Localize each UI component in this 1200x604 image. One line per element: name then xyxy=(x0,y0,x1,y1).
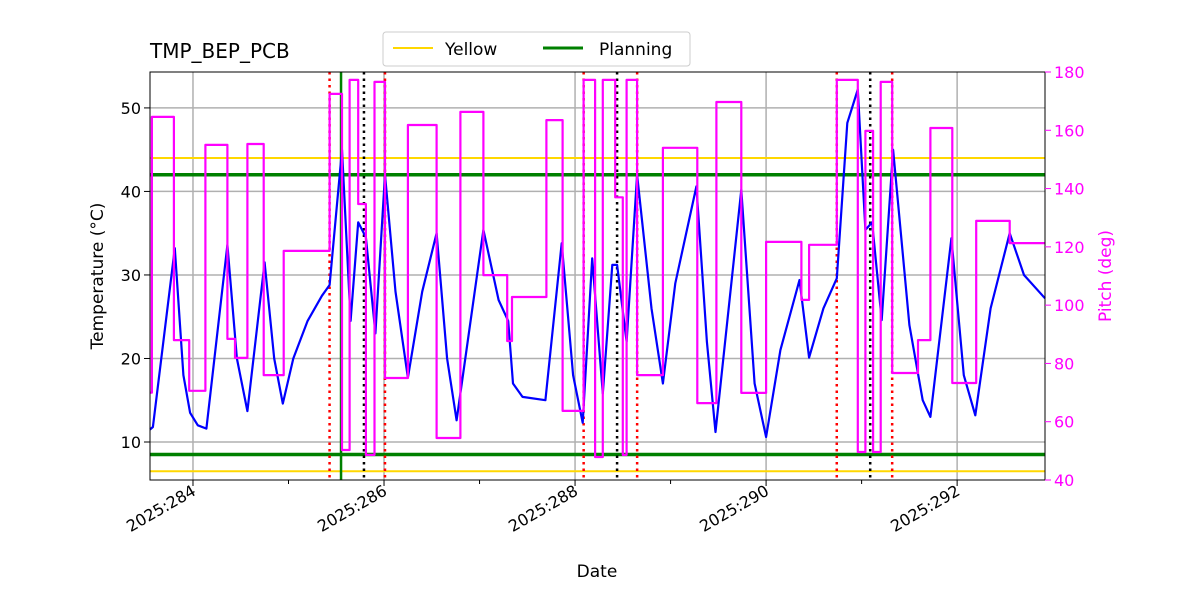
y2-tick-label: 60 xyxy=(1054,413,1074,432)
y2-tick-label: 160 xyxy=(1054,121,1085,140)
y-axis-right: 40 60 80 100 120 140 160 180 xyxy=(1045,63,1085,490)
legend-planning-label: Planning xyxy=(599,40,672,60)
y-axis-left: 10 20 30 40 50 xyxy=(121,99,150,452)
x-tick-label: 2025:284 xyxy=(123,481,199,536)
chart-title: TMP_BEP_PCB xyxy=(149,39,290,63)
legend: Yellow Planning xyxy=(382,31,691,67)
pitch-line xyxy=(150,78,1045,459)
y-tick-label: 50 xyxy=(121,99,141,118)
y2-tick-label: 120 xyxy=(1054,238,1085,257)
y-tick-label: 20 xyxy=(121,349,141,368)
y-tick-label: 40 xyxy=(121,182,141,201)
x-tick-label: 2025:292 xyxy=(887,481,963,536)
x-tick-label: 2025:286 xyxy=(314,481,390,536)
x-tick-label: 2025:288 xyxy=(505,481,581,536)
x-tick-label: 2025:290 xyxy=(696,481,772,536)
y2-tick-label: 100 xyxy=(1054,296,1085,315)
x-axis: 2025:284 2025:286 2025:288 2025:290 2025:292 xyxy=(123,480,963,536)
y-axis-label: Temperature (°C) xyxy=(88,203,108,351)
legend-box xyxy=(382,31,691,67)
y2-axis-label: Pitch (deg) xyxy=(1096,230,1116,322)
legend-yellow-label: Yellow xyxy=(444,40,497,60)
y-tick-label: 30 xyxy=(121,266,141,285)
x-axis-label: Date xyxy=(577,562,618,582)
y2-tick-label: 140 xyxy=(1054,180,1085,199)
plot-frame xyxy=(149,71,1046,481)
y-tick-label: 10 xyxy=(121,433,141,452)
y2-tick-label: 180 xyxy=(1054,63,1085,82)
grid xyxy=(150,72,1045,480)
temperature-line xyxy=(149,88,1046,439)
y2-tick-label: 40 xyxy=(1054,471,1074,490)
y2-tick-label: 80 xyxy=(1054,354,1074,373)
series-lines xyxy=(149,78,1046,459)
